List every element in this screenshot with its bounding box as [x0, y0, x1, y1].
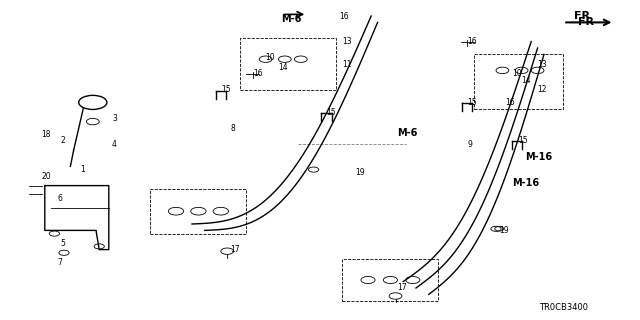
Text: 5: 5 [61, 239, 66, 248]
Text: 3: 3 [112, 114, 117, 123]
Text: 2: 2 [61, 136, 65, 145]
Text: 16: 16 [253, 69, 262, 78]
Text: 15: 15 [467, 98, 477, 107]
Text: 17: 17 [230, 245, 240, 254]
Text: 15: 15 [326, 108, 336, 116]
Text: 15: 15 [221, 85, 230, 94]
Text: 13: 13 [538, 60, 547, 68]
Text: 6: 6 [58, 194, 63, 203]
Text: M-16: M-16 [525, 152, 552, 162]
Text: FR: FR [578, 17, 594, 28]
Text: 18: 18 [42, 130, 51, 139]
Text: 16: 16 [506, 98, 515, 107]
Text: 15: 15 [518, 136, 528, 145]
Text: 10: 10 [512, 69, 522, 78]
Text: M-6: M-6 [397, 128, 417, 138]
Text: 14: 14 [522, 76, 531, 84]
Text: 16: 16 [467, 37, 477, 46]
Text: 17: 17 [397, 284, 406, 292]
Text: 19: 19 [355, 168, 365, 177]
Text: TR0CB3400: TR0CB3400 [539, 303, 588, 312]
Text: 14: 14 [278, 63, 288, 72]
Text: 4: 4 [112, 140, 117, 148]
Text: 16: 16 [339, 12, 349, 20]
Text: 8: 8 [230, 124, 235, 132]
Text: M-6: M-6 [282, 14, 302, 24]
Text: M-16: M-16 [512, 178, 539, 188]
Text: 12: 12 [538, 85, 547, 94]
Text: 9: 9 [467, 140, 472, 148]
Text: 11: 11 [342, 60, 352, 68]
Text: 1: 1 [80, 165, 84, 174]
Text: 13: 13 [342, 37, 352, 46]
Text: 20: 20 [42, 172, 51, 180]
Text: 19: 19 [499, 226, 509, 235]
Text: 7: 7 [58, 258, 63, 267]
Text: 10: 10 [266, 53, 275, 62]
Text: FR: FR [575, 11, 590, 21]
